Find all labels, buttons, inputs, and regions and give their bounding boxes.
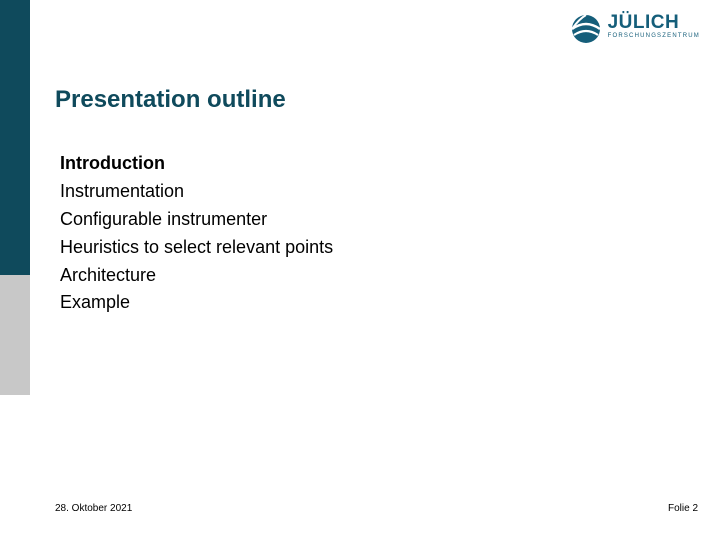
footer-date: 28. Oktober 2021 bbox=[55, 503, 132, 514]
list-item: Instrumentation bbox=[60, 178, 333, 206]
list-item: Architecture bbox=[60, 262, 333, 290]
sidebar-segment-grey bbox=[0, 275, 30, 395]
globe-icon bbox=[570, 13, 602, 45]
footer-page: Folie 2 bbox=[668, 503, 698, 514]
sidebar-segment-dark bbox=[0, 0, 30, 275]
list-item: Configurable instrumenter bbox=[60, 206, 333, 234]
brand-wordmark: JÜLICH FORSCHUNGSZENTRUM bbox=[608, 13, 700, 39]
outline-list: Introduction Instrumentation Configurabl… bbox=[60, 150, 333, 317]
list-item: Heuristics to select relevant points bbox=[60, 234, 333, 262]
sidebar-segment-white bbox=[0, 395, 30, 540]
list-item: Example bbox=[60, 289, 333, 317]
brand-logo: JÜLICH FORSCHUNGSZENTRUM bbox=[570, 13, 700, 45]
brand-tagline: FORSCHUNGSZENTRUM bbox=[608, 33, 700, 39]
slide: JÜLICH FORSCHUNGSZENTRUM Presentation ou… bbox=[0, 0, 720, 540]
page-title: Presentation outline bbox=[55, 86, 286, 114]
brand-name: JÜLICH bbox=[608, 13, 680, 32]
list-item: Introduction bbox=[60, 150, 333, 178]
